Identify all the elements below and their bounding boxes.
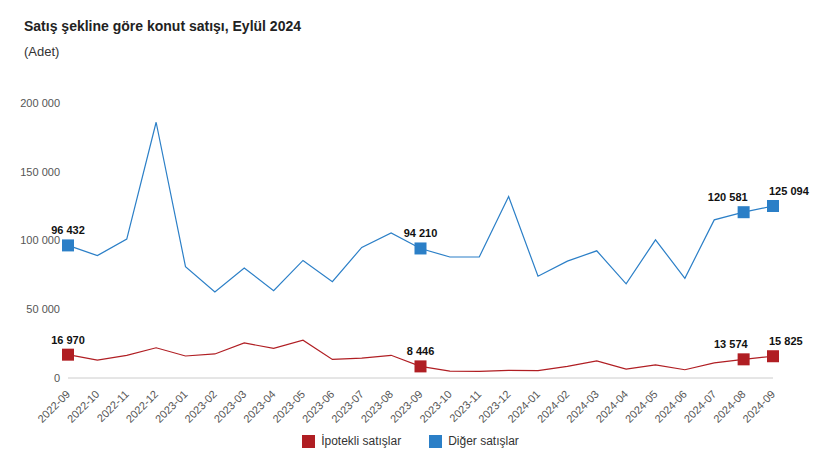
svg-text:2024-02: 2024-02 [534,387,572,425]
svg-text:2023-04: 2023-04 [240,387,278,425]
svg-text:120 581: 120 581 [708,191,748,203]
svg-text:0: 0 [54,372,60,384]
svg-text:2024-06: 2024-06 [652,387,690,425]
svg-text:2023-09: 2023-09 [387,387,425,425]
svg-text:15 825: 15 825 [769,335,803,347]
svg-text:2024-03: 2024-03 [564,387,601,425]
svg-text:150 000: 150 000 [20,166,60,178]
svg-text:125 094: 125 094 [769,185,810,197]
svg-text:8 446: 8 446 [407,345,435,357]
svg-text:2022-10: 2022-10 [65,388,102,425]
svg-text:2023-12: 2023-12 [475,387,513,425]
svg-text:2023-11: 2023-11 [447,387,484,425]
svg-text:2022-11: 2022-11 [94,387,131,425]
svg-text:100 000: 100 000 [20,234,60,246]
svg-text:2024-07: 2024-07 [681,387,719,425]
svg-text:2022-12: 2022-12 [123,387,161,425]
html-text:Diğer satışlar: Diğer satışlar [448,434,519,448]
svg-text:2023-02: 2023-02 [182,387,220,425]
svg-text:96 432: 96 432 [51,224,85,237]
svg-text:2024-08: 2024-08 [710,387,748,425]
svg-text:2023-10: 2023-10 [417,388,454,425]
svg-text:2024-04: 2024-04 [593,387,631,425]
html-text:İpotekli satışlar: İpotekli satışlar [321,434,402,448]
svg-text:94 210: 94 210 [404,227,438,239]
svg-text:2023-01: 2023-01 [152,387,190,425]
svg-text:2023-05: 2023-05 [270,387,308,425]
html-text:(Adet): (Adet) [24,44,60,59]
svg-text:50 000: 50 000 [26,303,60,315]
svg-text:2024-09: 2024-09 [740,388,777,425]
svg-text:2023-08: 2023-08 [358,387,396,425]
svg-text:2024-05: 2024-05 [622,387,660,425]
html-text:Satış şekline göre konut satış: Satış şekline göre konut satışı, Eylül 2… [24,18,301,34]
svg-text:13 574: 13 574 [714,338,749,350]
svg-text:2024-01: 2024-01 [505,387,543,425]
svg-text:2023-06: 2023-06 [299,387,337,425]
svg-text:2022-09: 2022-09 [35,387,73,425]
svg-text:16 970: 16 970 [51,334,85,346]
svg-text:2023-03: 2023-03 [211,387,249,425]
svg-text:200 000: 200 000 [20,97,60,109]
svg-text:2023-07: 2023-07 [329,387,366,425]
